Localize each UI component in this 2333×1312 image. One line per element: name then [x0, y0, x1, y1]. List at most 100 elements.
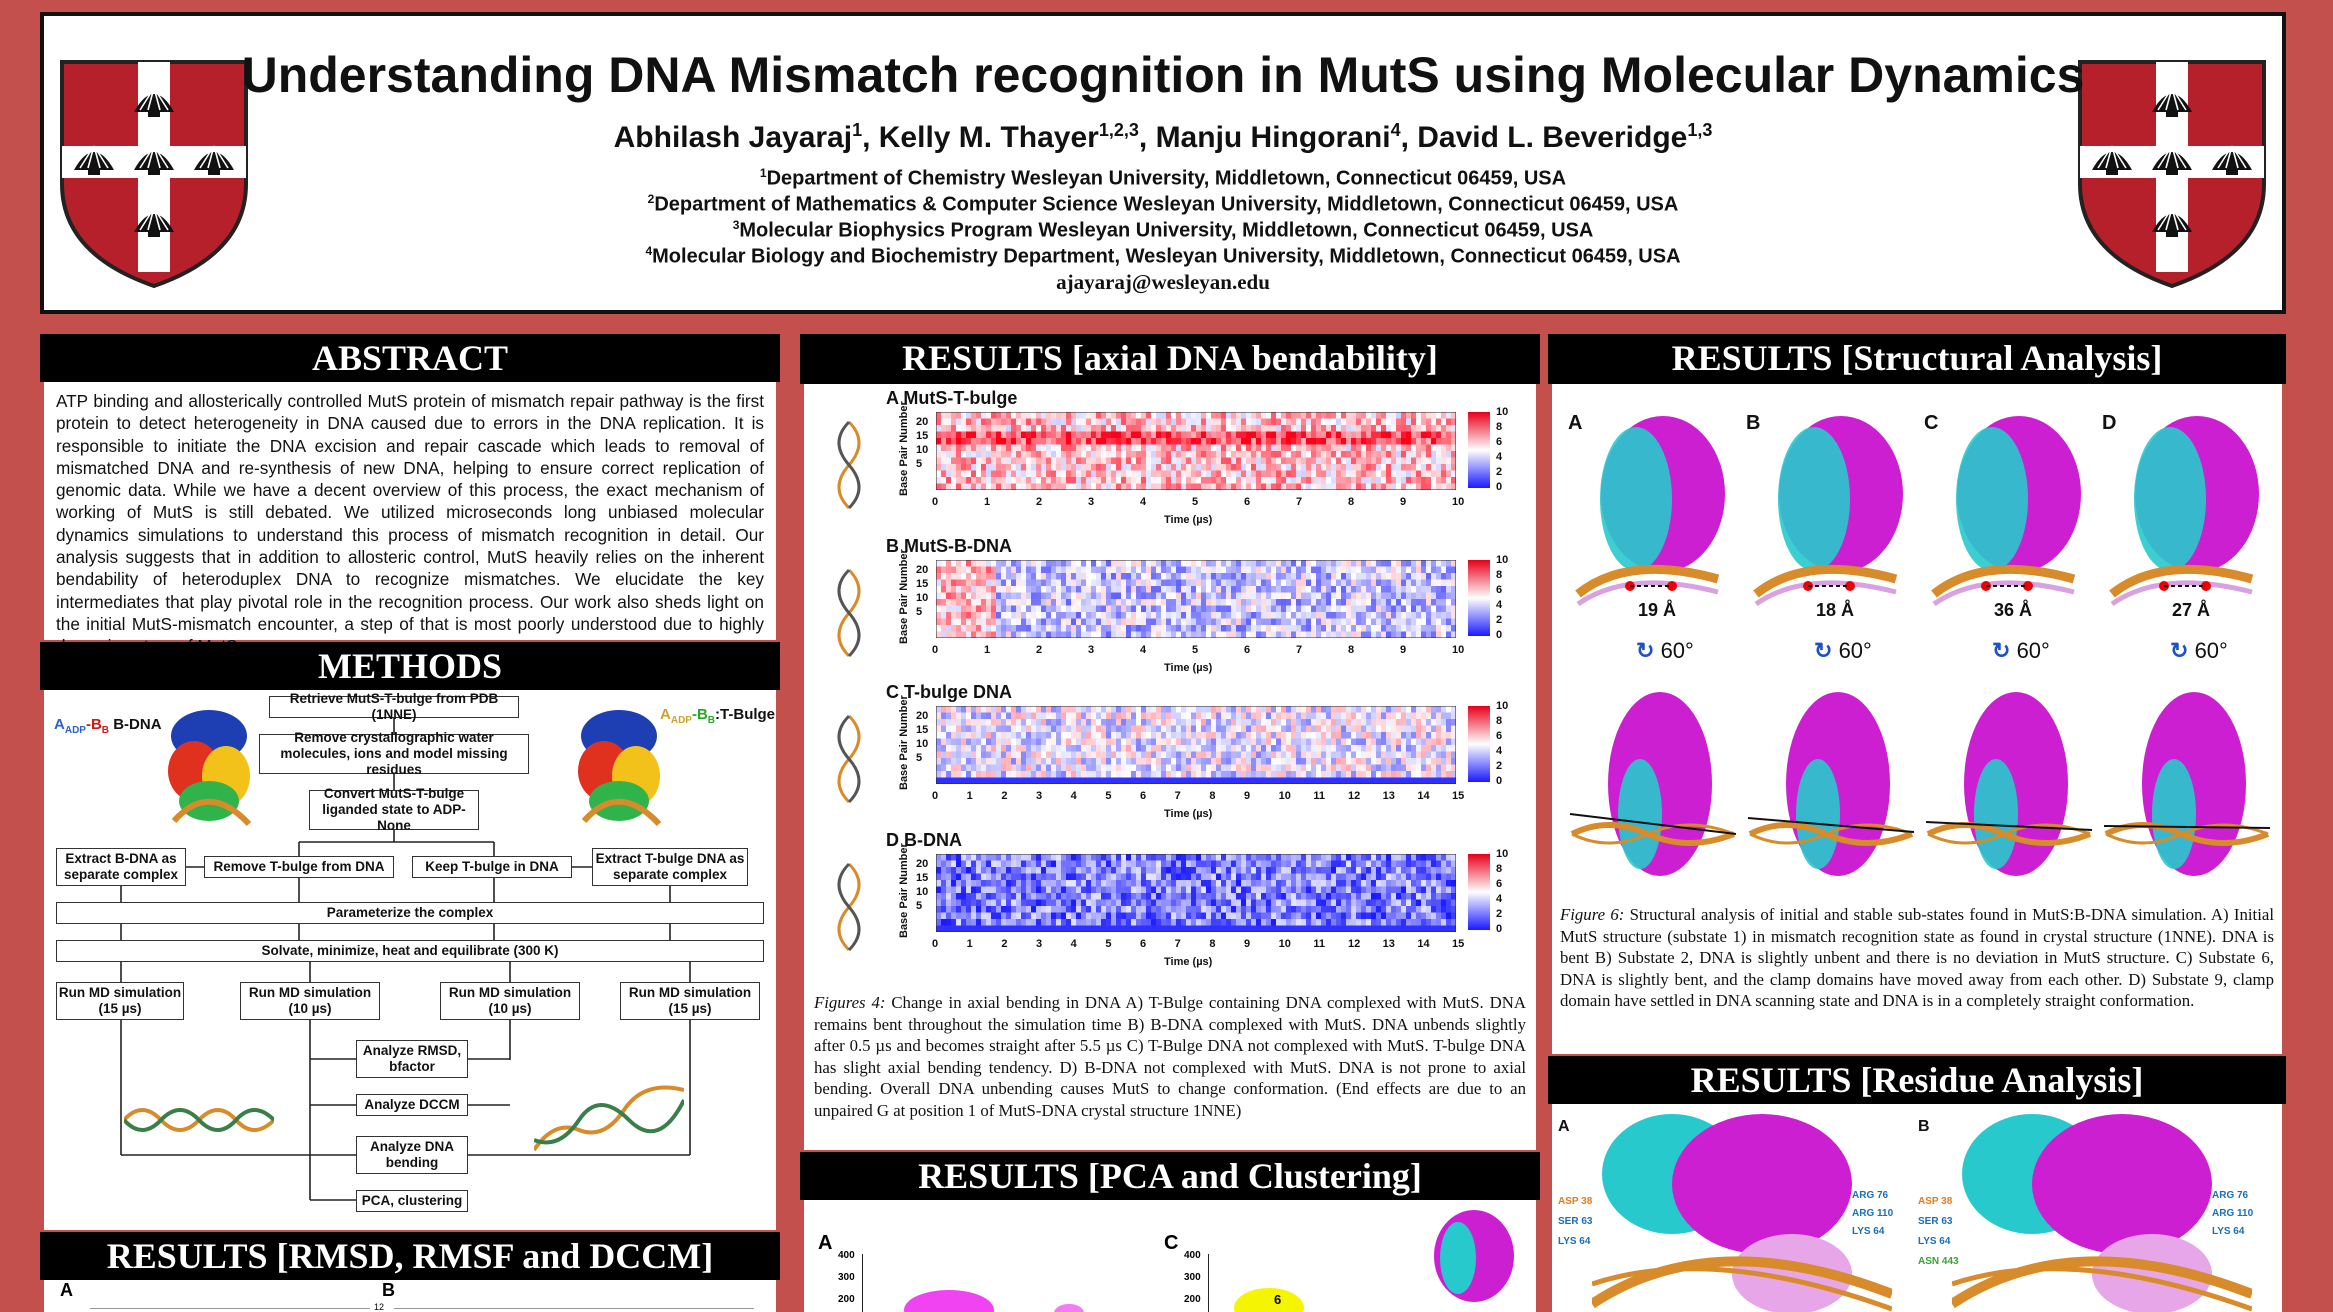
colorbar-tick: 0: [1496, 481, 1503, 493]
dna-helix-icon: [837, 568, 861, 658]
heatmap-xtick: 5: [1192, 644, 1199, 656]
heatmap-xtick: 2: [1036, 496, 1043, 508]
heatmap-ytick: 20: [916, 564, 929, 576]
heatmap-xtick: 0: [932, 790, 939, 802]
heatmap-ytick: 5: [916, 752, 923, 764]
step-md-2: Run MD simulation (10 µs): [240, 982, 380, 1020]
heatmap-xtick: 1: [966, 790, 973, 802]
colorbar-tick: 6: [1496, 730, 1503, 742]
structure-panel-letter: D: [2102, 412, 2117, 434]
colorbar-tick: 0: [1496, 923, 1503, 935]
heatmap-xtick: 10: [1278, 790, 1291, 802]
structural-caption: Figure 6: Structural analysis of initial…: [1560, 905, 2274, 1010]
heatmap-xlabel: Time (µs): [1164, 808, 1213, 820]
heatmap-ytick: 20: [916, 858, 929, 870]
heatmap-colorbar: [1468, 560, 1490, 636]
rotate-arrow-icon: ↻: [1636, 638, 1655, 663]
step-pca: PCA, clustering: [356, 1190, 468, 1212]
pca-protein-structure-icon: [1434, 1210, 1514, 1302]
colorbar-tick: 0: [1496, 775, 1503, 787]
heatmap-xtick: 15: [1452, 938, 1465, 950]
heatmap-ytick: 10: [916, 444, 929, 456]
heatmap-xtick: 9: [1400, 644, 1407, 656]
complex-label-tbulge: AADP-BB:T-Bulge: [660, 706, 776, 726]
step-remove-tbulge: Remove T-bulge from DNA: [204, 856, 394, 878]
colorbar-tick: 2: [1496, 614, 1503, 626]
heatmap-xtick: 15: [1452, 790, 1465, 802]
heatmap-xtick: 8: [1348, 496, 1355, 508]
heatmap-xtick: 1: [966, 938, 973, 950]
colorbar-tick: 10: [1496, 406, 1509, 418]
heatmap-xtick: 14: [1417, 938, 1430, 950]
heatmap-ytick: 15: [916, 724, 929, 736]
heatmap-title-b: B MutS-B-DNA: [886, 536, 1012, 556]
heatmap-xtick: 6: [1140, 938, 1147, 950]
heatmap-xtick: 2: [1001, 790, 1008, 802]
dna-helix-bent-icon: [534, 1085, 684, 1152]
author-name: Kelly M. Thayer: [878, 121, 1099, 154]
affiliation-1: 1Department of Chemistry Wesleyan Univer…: [759, 166, 1567, 190]
affiliation-2: 2Department of Mathematics & Computer Sc…: [647, 192, 1679, 216]
wesleyan-crest-left-icon: [60, 60, 248, 289]
abstract-panel: ATP binding and allosterically controlle…: [44, 382, 776, 656]
heatmap-ytick: 10: [916, 738, 929, 750]
bendability-heading: RESULTS [axial DNA bendability]: [800, 334, 1540, 384]
colorbar-tick: 10: [1496, 700, 1509, 712]
heatmap-title-a: A MutS-T-bulge: [886, 388, 1018, 408]
step-md-1: Run MD simulation (15 µs): [56, 982, 184, 1020]
residue-interaction-structure: [1952, 1114, 2252, 1312]
pca-panel-a-letter: A: [818, 1232, 833, 1254]
heatmap-ytick: 15: [916, 872, 929, 884]
heatmap-xtick: 6: [1140, 790, 1147, 802]
heatmap-xtick: 12: [1348, 938, 1361, 950]
colorbar-tick: 2: [1496, 466, 1503, 478]
heatmap-xtick: 1: [984, 496, 991, 508]
residue-panel: A ASP 38 SER 63 LYS 64 ARG 76 ARG 110 LYS 64 B A…: [1552, 1104, 2282, 1312]
rmsd-axis-a: [90, 1308, 370, 1309]
rotation-label: ↻ 60°: [2170, 638, 2228, 663]
wesleyan-crest-right-icon: [2078, 60, 2266, 289]
heatmap-xtick: 4: [1070, 790, 1077, 802]
heatmap-xtick: 11: [1313, 790, 1325, 802]
heatmap-xtick: 3: [1036, 790, 1043, 802]
step-solvate: Solvate, minimize, heat and equilibrate …: [56, 940, 764, 962]
colorbar-tick: 10: [1496, 554, 1509, 566]
structure-panel-letter: C: [1924, 412, 1939, 434]
heatmap-xtick: 2: [1001, 938, 1008, 950]
rmsd-axis-b: [394, 1308, 754, 1309]
bendability-caption: Figures 4: Change in axial bending in DN…: [814, 993, 1526, 1120]
residue-label: LYS 64: [2212, 1226, 2245, 1237]
heatmap-xtick: 11: [1313, 938, 1325, 950]
step-analyze-bending: Analyze DNA bending: [356, 1136, 468, 1174]
author-affiliation-sup: 1,2,3: [1098, 120, 1139, 140]
heatmap-xtick: 7: [1174, 938, 1181, 950]
dna-helix-straight-icon: [124, 1108, 274, 1132]
heatmap-xtick: 10: [1452, 496, 1465, 508]
rotation-label: ↻ 60°: [1992, 638, 2050, 663]
heatmap-title-c: C T-bulge DNA: [886, 682, 1013, 702]
heatmap-xtick: 6: [1244, 496, 1251, 508]
heatmap-ytick: 15: [916, 430, 929, 442]
heatmap-b: [936, 560, 1456, 638]
pca-c-y-axis: [1208, 1254, 1209, 1312]
poster-header: Understanding DNA Mismatch recognition i…: [40, 12, 2286, 314]
colorbar-tick: 6: [1496, 436, 1503, 448]
pca-c-tick-200: 200: [1184, 1294, 1201, 1305]
author-affiliation-sup: 1,3: [1687, 120, 1713, 140]
heatmap-xtick: 4: [1140, 496, 1147, 508]
heatmap-xtick: 3: [1088, 496, 1095, 508]
step-keep-tbulge: Keep T-bulge in DNA: [412, 856, 572, 878]
affiliation-4: 4Molecular Biology and Biochemistry Depa…: [645, 244, 1681, 268]
clamp-distance-label: 27 Å: [2172, 600, 2211, 620]
heatmap-ytick: 5: [916, 900, 923, 912]
bendability-panel: A MutS-T-bulge Base Pair Number 20 15 10 5 0 1 2…: [804, 384, 1536, 1150]
rmsd-heading: RESULTS [RMSD, RMSF and DCCM]: [40, 1232, 780, 1280]
clamp-distance-label: 18 Å: [1816, 600, 1855, 620]
heatmap-ylabel: Base Pair Number: [898, 695, 910, 790]
muts-side-view-structure: [1925, 692, 2093, 876]
structural-heading: RESULTS [Structural Analysis]: [1548, 334, 2286, 384]
heatmap-ytick: 10: [916, 592, 929, 604]
contact-email[interactable]: ajayaraj@wesleyan.edu: [1056, 270, 1270, 294]
rmsd-panel-b-letter: B: [382, 1280, 395, 1300]
residue-label: ARG 110: [2212, 1208, 2254, 1219]
